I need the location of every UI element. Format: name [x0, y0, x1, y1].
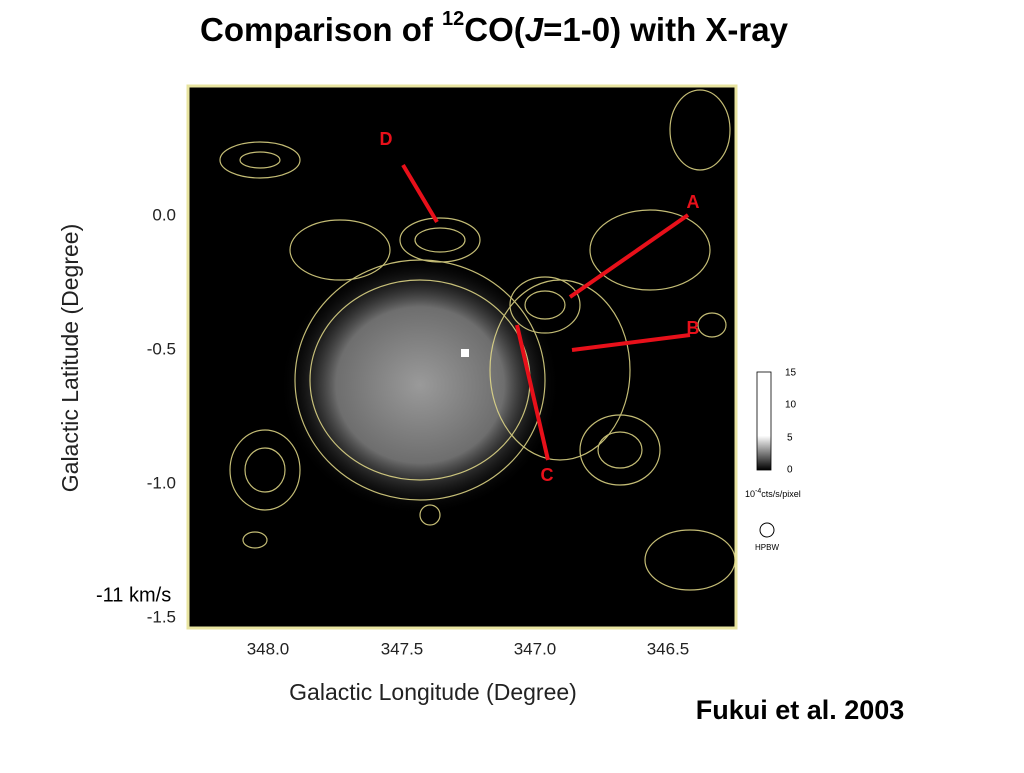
marker-label: A: [687, 192, 700, 212]
x-tick-label: 347.0: [514, 639, 557, 658]
marker-label: B: [687, 318, 700, 338]
y-tick-label: -1.5: [147, 607, 176, 626]
sky-image: [186, 84, 738, 630]
marker-label: D: [380, 129, 393, 149]
beam-label: HPBW: [755, 543, 779, 552]
colorbar-tick-label: 10: [785, 400, 797, 411]
x-tick-label: 348.0: [247, 639, 290, 658]
beam-circle: [759, 522, 775, 538]
unit-text: 10: [745, 489, 755, 499]
colorbar-tick-label: 5: [787, 433, 793, 444]
title-text: CO(: [464, 11, 525, 48]
y-tick-label: 0.0: [152, 205, 176, 224]
citation: Fukui et al. 2003: [696, 695, 905, 725]
unit-exponent: -4: [755, 488, 761, 495]
title-superscript: 12: [442, 8, 464, 30]
slide-title: Comparison of 12CO(J=1-0) with X-ray: [200, 8, 789, 47]
colorbar-tick-label: 15: [785, 368, 797, 379]
title-text: =1-0) with X-ray: [543, 11, 788, 48]
y-tick-label: -0.5: [147, 339, 176, 358]
unit-text: cts/s/pixel: [761, 489, 801, 499]
colorbar-tick-label: 0: [787, 465, 793, 476]
colorbar-unit: 10-4cts/s/pixel: [745, 488, 801, 500]
x-tick-label: 347.5: [381, 639, 424, 658]
colorbar: 15 10 5 0 10-4cts/s/pixel: [745, 368, 801, 500]
x-tick-label: 346.5: [647, 639, 690, 658]
x-axis-title: Galactic Longitude (Degree): [289, 679, 577, 705]
y-axis-title: Galactic Latitude (Degree): [57, 224, 83, 492]
title-text: Comparison of: [200, 11, 442, 48]
title-italic: J: [525, 11, 544, 48]
velocity-label: -11 km/s: [96, 584, 171, 606]
marker-label: C: [541, 465, 554, 485]
y-tick-label: -1.0: [147, 473, 176, 492]
